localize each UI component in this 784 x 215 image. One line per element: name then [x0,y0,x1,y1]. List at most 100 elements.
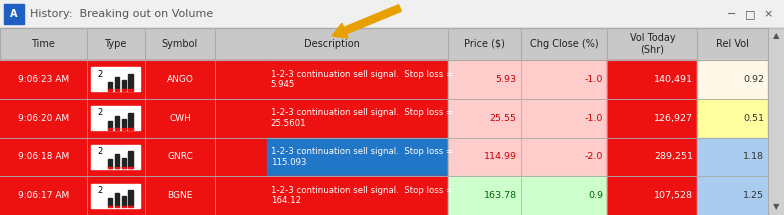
Text: 140,491: 140,491 [655,75,693,84]
Text: 1-2-3 continuation sell signal.  Stop loss =
5.945: 1-2-3 continuation sell signal. Stop los… [270,70,453,89]
Bar [122,158,126,168]
Text: 1.18: 1.18 [743,152,764,161]
Bar [114,206,119,207]
Bar [448,176,521,215]
Text: 25.55: 25.55 [489,114,517,123]
Bar [0,176,87,215]
Bar [448,138,521,176]
Bar [122,128,126,130]
Bar [108,206,112,207]
Text: 2: 2 [97,108,103,117]
Bar [697,60,768,99]
Bar [108,159,112,168]
Text: −: − [728,9,737,19]
Text: 163.78: 163.78 [484,191,517,200]
Text: Symbol: Symbol [162,39,198,49]
Bar [129,190,133,206]
Bar [144,99,216,138]
Bar [87,60,144,99]
Text: ANGO: ANGO [166,75,194,84]
Bar [0,60,87,99]
Bar [216,176,267,215]
Bar [91,145,140,169]
Text: 114.99: 114.99 [484,152,517,161]
Bar [91,106,140,130]
Text: ×: × [764,9,773,19]
Text: 9:06:20 AM: 9:06:20 AM [18,114,69,123]
Bar [108,121,112,129]
Bar [87,99,144,138]
Bar [768,28,784,215]
Text: 1-2-3 continuation sell signal.  Stop loss =
115.093: 1-2-3 continuation sell signal. Stop los… [270,147,453,167]
Bar [216,99,267,138]
Bar [521,99,608,138]
Text: 9:06:23 AM: 9:06:23 AM [18,75,69,84]
Bar [129,128,133,130]
Text: Price ($): Price ($) [464,39,505,49]
Text: 0.51: 0.51 [743,114,764,123]
Bar [448,60,521,99]
Text: ▲: ▲ [773,32,779,40]
Bar [267,138,448,176]
Text: 1-2-3 continuation sell signal.  Stop loss =
25.5601: 1-2-3 continuation sell signal. Stop los… [270,108,453,128]
Bar [114,167,119,168]
Bar [216,138,267,176]
Text: 107,528: 107,528 [655,191,693,200]
Text: ▼: ▼ [773,203,779,212]
Bar [267,176,448,215]
Bar [144,176,216,215]
Text: 2: 2 [97,70,103,79]
Bar [122,89,126,91]
Text: 1.25: 1.25 [743,191,764,200]
Bar [114,128,119,130]
Bar [267,99,448,138]
Bar [144,138,216,176]
Bar [521,60,608,99]
Bar [87,176,144,215]
Text: Type: Type [104,39,127,49]
Text: 9:06:17 AM: 9:06:17 AM [18,191,69,200]
Text: Time: Time [31,39,56,49]
Text: □: □ [745,9,755,19]
Bar [108,167,112,168]
Bar [122,167,126,168]
Bar [114,193,119,206]
Text: Description: Description [304,39,360,49]
Bar [129,151,133,168]
Bar [267,60,448,99]
Text: -1.0: -1.0 [585,75,604,84]
Bar [122,196,126,206]
Bar [608,176,697,215]
Bar [521,138,608,176]
Text: CWH: CWH [169,114,191,123]
Text: Vol Today
(Shr): Vol Today (Shr) [630,33,675,55]
Bar [697,138,768,176]
Bar [129,206,133,207]
Bar [91,184,140,208]
Text: 9:06:18 AM: 9:06:18 AM [18,152,69,161]
Bar [697,176,768,215]
Text: GNRC: GNRC [167,152,193,161]
Bar [108,198,112,206]
Text: Rel Vol: Rel Vol [717,39,749,49]
Bar [108,89,112,91]
Text: -1.0: -1.0 [585,114,604,123]
Text: A: A [10,9,18,19]
Bar [114,89,119,91]
Text: Chg Close (%): Chg Close (%) [530,39,598,49]
Bar [87,138,144,176]
Bar [122,206,126,207]
Bar [108,128,112,130]
FancyArrow shape [332,5,401,38]
Text: BGNE: BGNE [167,191,193,200]
Bar [216,60,267,99]
Bar [114,154,119,168]
Bar [129,167,133,168]
Bar [0,99,87,138]
Text: History:  Breaking out on Volume: History: Breaking out on Volume [30,9,213,19]
Text: 5.93: 5.93 [495,75,517,84]
Bar [608,99,697,138]
Bar [91,67,140,91]
Text: 2: 2 [97,186,103,195]
Text: 289,251: 289,251 [655,152,693,161]
